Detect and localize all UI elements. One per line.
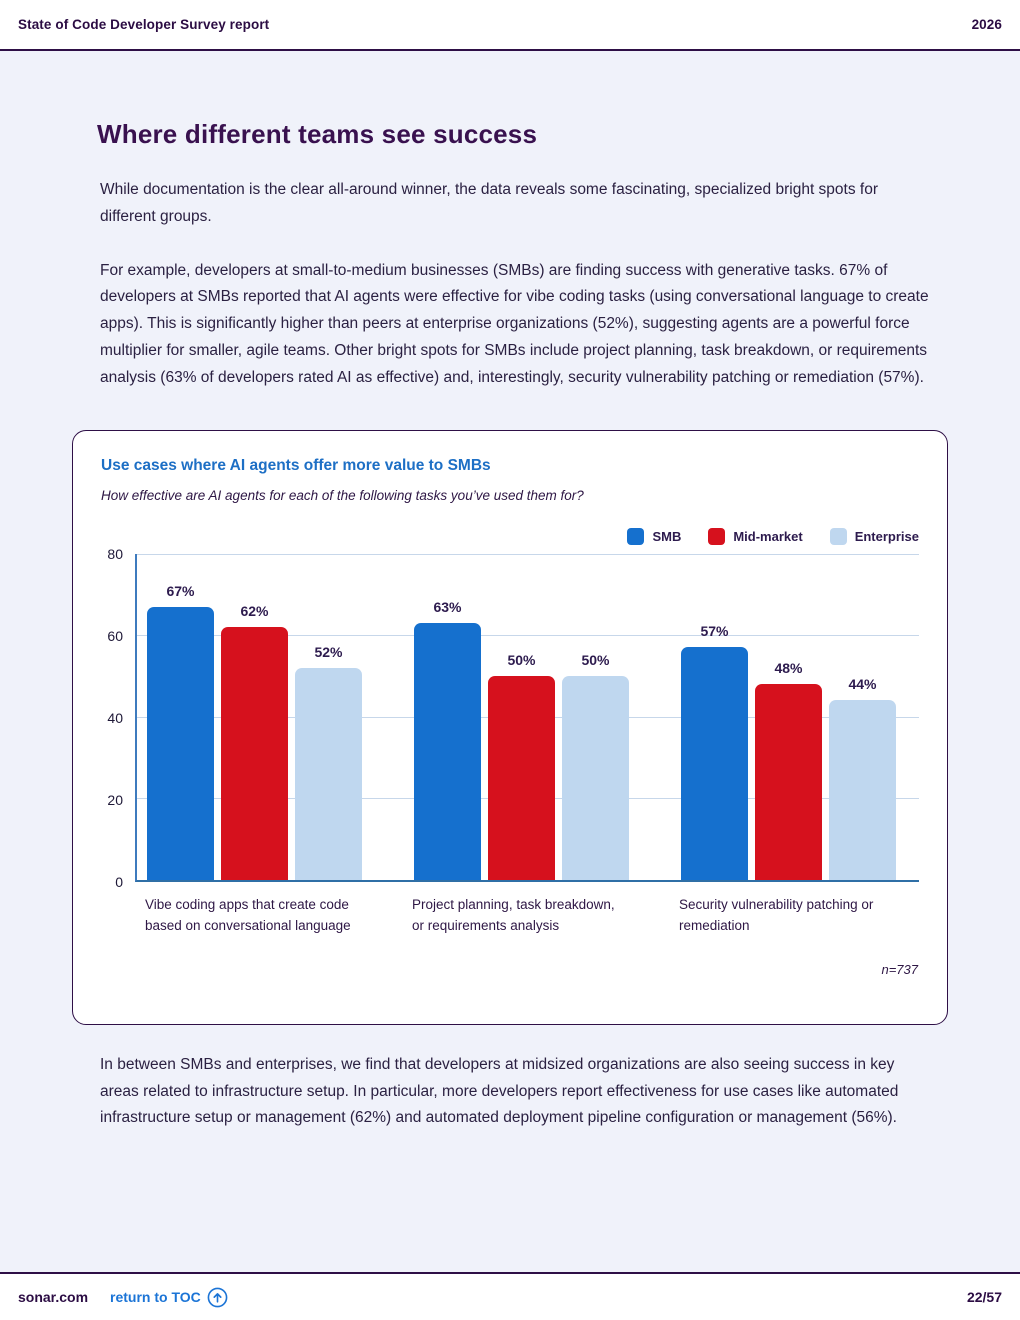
bar-group: 57% 48% 44% (681, 554, 896, 880)
intro-paragraph: While documentation is the clear all-aro… (100, 181, 878, 225)
legend-item: SMB (627, 527, 682, 545)
bar-value-label: 62% (240, 603, 269, 620)
gridline (137, 635, 919, 637)
y-tick-label: 80 (107, 545, 123, 562)
bar-value-label: 48% (774, 660, 803, 677)
legend-item: Mid-market (708, 527, 803, 545)
site-link[interactable]: sonar.com (18, 1289, 89, 1305)
x-category-label: Vibe coding apps that create code based … (145, 896, 351, 933)
gridline (137, 553, 919, 555)
chart-title: Use cases where AI agents offer more val… (101, 456, 491, 474)
chart-legend: SMB Mid-market Enterprise (101, 527, 919, 545)
bar-chart: 0 20 40 60 80 67% 62% 52% 63% 50% 50% 57% 48% 44% (101, 546, 919, 890)
bar-smb (681, 647, 748, 880)
legend-swatch-icon (627, 527, 645, 545)
bar-value-label: 52% (314, 643, 343, 660)
sample-size-note: n=737 (881, 961, 918, 977)
page-number: 22/57 (966, 1289, 1002, 1305)
y-tick-label: 40 (107, 709, 123, 726)
bar-value-label: 57% (700, 623, 729, 640)
bar-with-label: 62% (221, 554, 288, 880)
bar-with-label: 48% (755, 554, 822, 880)
y-tick-label: 60 (107, 627, 123, 644)
x-category-label: Security vulnerability patching or remed… (679, 896, 874, 933)
bar-mid-market (488, 675, 555, 880)
page-footer: sonar.com return to TOC 22/57 (0, 1272, 1020, 1320)
legend-swatch-icon (829, 527, 847, 545)
bar-with-label: 52% (295, 554, 362, 880)
bar-enterprise (829, 700, 896, 880)
bar-groups: 67% 62% 52% 63% 50% 50% 57% 48% 44% (147, 554, 896, 880)
bar-mid-market (755, 684, 822, 880)
bar-with-label: 44% (829, 554, 896, 880)
bar-mid-market (221, 627, 288, 880)
report-title: State of Code Developer Survey report (18, 17, 270, 32)
return-to-toc-label: return to TOC (110, 1289, 201, 1305)
x-axis-labels: Vibe coding apps that create code based … (145, 895, 919, 937)
bar-value-label: 50% (581, 651, 610, 668)
report-year: 2026 (971, 17, 1002, 32)
bar-group: 63% 50% 50% (414, 554, 629, 880)
report-header: State of Code Developer Survey report 20… (0, 0, 1020, 51)
up-arrow-circle-icon (207, 1287, 228, 1307)
bar-enterprise (295, 667, 362, 880)
legend-swatch-icon (708, 527, 726, 545)
smb-paragraph: For example, developers at small-to-medi… (100, 261, 929, 386)
chart-subtitle: How effective are AI agents for each of … (101, 487, 584, 503)
legend-item: Enterprise (829, 527, 919, 545)
bar-value-label: 50% (507, 651, 536, 668)
bar-with-label: 57% (681, 554, 748, 880)
closing-paragraph: In between SMBs and enterprises, we find… (100, 1055, 899, 1127)
bar-enterprise (562, 675, 629, 880)
y-axis-labels: 0 20 40 60 80 (101, 546, 135, 890)
return-to-toc-link[interactable]: return to TOC (110, 1287, 228, 1308)
bar-smb (147, 606, 214, 880)
chart-card: Use cases where AI agents offer more val… (72, 429, 948, 1025)
bar-with-label: 50% (562, 554, 629, 880)
x-category-label: Project planning, task breakdown, or req… (412, 896, 615, 933)
legend-label: Mid-market (733, 528, 803, 544)
bar-value-label: 44% (848, 676, 877, 693)
bar-value-label: 67% (166, 582, 195, 599)
page-title: Where different teams see success (97, 119, 538, 149)
bar-with-label: 67% (147, 554, 214, 880)
chart-plot-area: 67% 62% 52% 63% 50% 50% 57% 48% 44% (135, 553, 919, 882)
bar-smb (414, 622, 481, 880)
bar-group: 67% 62% 52% (147, 554, 362, 880)
legend-label: SMB (652, 528, 682, 544)
legend-label: Enterprise (854, 528, 919, 544)
page-body: Where different teams see success While … (0, 51, 1020, 1272)
y-tick-label: 0 (115, 873, 123, 890)
bar-with-label: 63% (414, 554, 481, 880)
bar-value-label: 63% (433, 598, 462, 615)
y-tick-label: 20 (107, 791, 123, 808)
bar-with-label: 50% (488, 554, 555, 880)
